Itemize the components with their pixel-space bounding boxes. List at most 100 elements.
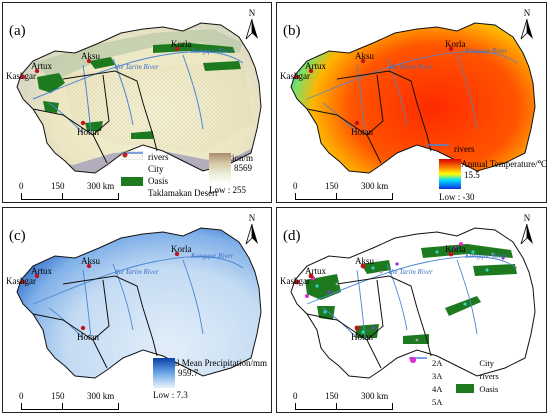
north-arrow: N — [241, 9, 263, 41]
north-arrow: N — [241, 214, 263, 246]
river-label-tarim: the Tarim River — [115, 268, 159, 276]
grade-5a-icon — [409, 357, 427, 407]
ramp-high-label: High : 959.7 — [153, 368, 199, 378]
north-label: N — [523, 213, 531, 223]
precipitation-map — [16, 227, 262, 379]
city-label-korla: Korla — [445, 244, 466, 254]
legend-rivers-label: rivers — [479, 370, 499, 381]
city-label-artux: Artux — [305, 61, 326, 71]
city-label-hotan: Hotan — [77, 127, 99, 137]
scale-bar: 0 150 300 km — [293, 181, 393, 200]
legend-b: rivers — [427, 143, 475, 155]
city-markers — [294, 251, 454, 331]
river-label-tarim: the Tarim River — [115, 63, 159, 71]
desert-legend-icon — [121, 151, 143, 198]
ramp-low-label: Low : -30 — [439, 192, 475, 202]
north-label: N — [248, 8, 256, 18]
city-markers — [294, 46, 454, 126]
panel-label: (c) — [9, 228, 26, 244]
grade-3a-icon — [409, 357, 427, 381]
map-panel-temperature: (b) N Kashgar Artux Aksu Korla Hotan the… — [276, 2, 547, 203]
admin-boundaries — [290, 227, 536, 379]
north-arrow: N — [516, 214, 538, 246]
river-network — [32, 51, 244, 134]
city-label-korla: Korla — [445, 39, 466, 49]
river-network — [306, 51, 518, 134]
oasis-areas — [37, 43, 241, 139]
oasis-legend-icon — [456, 384, 475, 394]
city-legend-icon — [410, 357, 474, 368]
city-label-artux: Artux — [31, 266, 52, 276]
panel-label: (d) — [283, 228, 301, 244]
river-label-kongque: Kongque River — [191, 252, 234, 260]
city-label-hotan: Hotan — [77, 332, 99, 342]
elevation-color-ramp — [209, 153, 231, 183]
city-label-kashgar: Kashgar — [6, 71, 36, 81]
legend-rivers-label: rivers — [148, 152, 169, 162]
attractions-map — [290, 227, 536, 379]
city-label-artux: Artux — [31, 61, 52, 71]
ramp-low-label: Low : 7.3 — [153, 390, 188, 400]
river-legend-icon — [409, 357, 474, 381]
city-label-hotan: Hotan — [351, 332, 373, 342]
elevation-map — [16, 22, 262, 174]
north-label: N — [248, 213, 256, 223]
city-label-kashgar: Kashgar — [280, 71, 310, 81]
ramp-title: Mean Annual Temperature/℃ — [439, 159, 547, 169]
north-arrow-icon — [520, 19, 533, 40]
admin-boundaries — [16, 227, 262, 379]
legend-4a-label: 4A — [432, 383, 443, 394]
north-arrow-icon — [245, 19, 258, 40]
temperature-color-ramp — [439, 159, 461, 189]
scenic-spot-markers — [305, 242, 505, 342]
ramp-title: Elevation/m — [209, 153, 253, 163]
scale-bar: 0 150 300 km — [19, 181, 119, 200]
north-label: N — [523, 8, 531, 18]
ramp-title: Annual Mean Precipitation/mm — [153, 358, 267, 368]
grade-4a-icon — [409, 356, 427, 394]
city-label-aksu: Aksu — [81, 256, 101, 266]
legend-city-label: City — [148, 164, 164, 174]
city-label-korla: Korla — [171, 39, 192, 49]
admin-boundaries — [290, 22, 536, 174]
north-arrow-icon — [520, 224, 533, 245]
map-panel-elevation: (a) N Kashgar Artux Aksu Korla Hotan the… — [2, 2, 272, 203]
precipitation-color-ramp — [153, 358, 175, 388]
river-label-tarim: the Tarim River — [389, 63, 433, 71]
temperature-map — [290, 22, 536, 174]
legend-oasis-label: Oasis — [148, 176, 168, 186]
river-legend-icon — [427, 144, 449, 154]
scale-bar: 0 150 300 km — [19, 391, 119, 410]
legend-desert-label: Taklamakan Desert — [148, 188, 218, 198]
oasis-legend-icon — [121, 176, 143, 186]
city-label-hotan: Hotan — [351, 127, 373, 137]
city-label-aksu: Aksu — [81, 51, 101, 61]
temperature-ramp-legend: Mean Annual Temperature/℃ High : 15.5Low… — [439, 159, 547, 202]
admin-boundaries — [16, 22, 262, 174]
city-label-kashgar: Kashgar — [6, 276, 36, 286]
taklamakan-desert — [63, 61, 253, 153]
north-arrow: N — [516, 9, 538, 41]
map-panel-precipitation: (c) N Kashgar Artux Aksu Korla Hotan the… — [2, 207, 272, 413]
legend-rivers-label: rivers — [454, 144, 475, 154]
city-label-kashgar: Kashgar — [280, 276, 310, 286]
river-label-tarim: the Tarim River — [389, 268, 433, 276]
city-label-aksu: Aksu — [355, 51, 375, 61]
panel-label: (a) — [9, 23, 26, 39]
legend-a: rivers City Oasis Taklamakan Desert — [121, 151, 218, 199]
legend-2a-label: 2A — [432, 357, 443, 368]
panel-label: (b) — [283, 23, 301, 39]
scale-bar: 0 150 300 km — [293, 391, 393, 410]
city-legend-icon — [121, 152, 143, 174]
ramp-low-label: Low : 255 — [209, 185, 246, 195]
precipitation-ramp-legend: Annual Mean Precipitation/mm High : 959.… — [153, 358, 267, 400]
north-arrow-icon — [245, 224, 258, 245]
legend-3a-label: 3A — [432, 370, 443, 381]
city-label-artux: Artux — [305, 266, 326, 276]
map-panel-attractions: (d) N Kashgar Artux Aksu Korla Hotan the… — [276, 207, 547, 413]
city-markers — [20, 251, 180, 331]
legend-d: 2A City 3A rivers 4A Oasis 5A — [409, 356, 499, 408]
river-label-kongque: Kongque River — [465, 47, 508, 55]
legend-5a-label: 5A — [432, 396, 443, 407]
